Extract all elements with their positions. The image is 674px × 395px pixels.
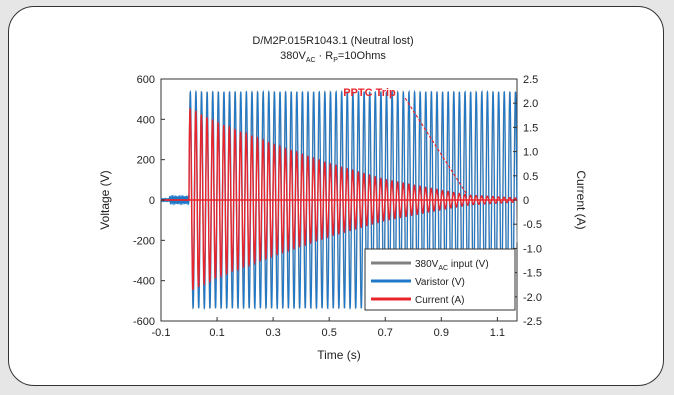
y-left-tick-label: -600 (133, 316, 155, 328)
legend-label-current: Current (A) (415, 295, 464, 306)
title-resistance-value: =10Ohms (338, 50, 386, 62)
x-tick-label: 0.3 (265, 327, 280, 339)
x-axis-label: Time (s) (317, 348, 361, 362)
y-axis-left-label: Voltage (V) (98, 170, 112, 229)
x-tick-label: 1.1 (490, 327, 505, 339)
y-left-tick-label: 400 (137, 114, 155, 126)
x-tick-label: 0.5 (322, 327, 337, 339)
y-left-tick-label: 600 (137, 74, 155, 86)
chart-title-line-2: 380VAC · RP=10Ohms (280, 50, 386, 64)
pptc-trip-annotation: PPTC Trip (343, 87, 396, 99)
legend-label-varistor: Varistor (V) (415, 277, 465, 288)
legend-input-subscript: AC (438, 265, 448, 272)
y-left-tick-label: 0 (149, 195, 155, 207)
chart-title-line-1: D/M2P.015R1043.1 (Neutral lost) (252, 35, 413, 47)
y-right-tick-label: -1.5 (523, 268, 542, 280)
legend-label-input: 380VAC input (V) (415, 259, 489, 272)
y-right-tick-label: 0 (523, 195, 529, 207)
y-right-tick-label: -0.5 (523, 219, 542, 231)
pptc-trip-pointer (404, 97, 468, 195)
x-tick-label: -0.1 (152, 327, 171, 339)
chart-card: D/M2P.015R1043.1 (Neutral lost) 380VAC · … (8, 6, 664, 386)
legend-input-name: 380V (415, 259, 439, 270)
y-right-tick-label: -1.0 (523, 243, 542, 255)
annotation-layer: PPTC Trip (343, 87, 468, 195)
y-left-tick-label: -200 (133, 235, 155, 247)
title-voltage-subscript: AC (306, 57, 316, 64)
y-right-tick-label: -2.0 (523, 292, 542, 304)
y-right-tick-label: 2.5 (523, 74, 538, 86)
y-right-tick-label: 1.5 (523, 122, 538, 134)
title-voltage: 380V (280, 50, 306, 62)
y-left-tick-label: -400 (133, 276, 155, 288)
legend: 380VAC input (V) Varistor (V) Current (A… (364, 248, 516, 311)
title-resistance: · R (319, 50, 334, 62)
series-current-line (161, 108, 518, 291)
x-tick-label: 0.9 (434, 327, 449, 339)
y-left-tick-label: 200 (137, 155, 155, 167)
x-tick-label: 0.1 (209, 327, 224, 339)
y-axis-right-label: Current (A) (574, 170, 588, 229)
y-right-tick-label: 2.0 (523, 98, 538, 110)
chart: D/M2P.015R1043.1 (Neutral lost) 380VAC · … (98, 35, 588, 362)
title-resistance-subscript: P (333, 57, 338, 64)
y-right-tick-label: -2.5 (523, 316, 542, 328)
ticks-layer: -0.1 0.1 0.3 0.5 0.7 0.9 1.1 600 400 200 0 -200 -400… (133, 74, 542, 339)
y-right-tick-label: 1.0 (523, 147, 538, 159)
x-tick-label: 0.7 (378, 327, 393, 339)
y-right-tick-label: 0.5 (523, 171, 538, 183)
legend-input-rest: input (V) (448, 259, 489, 270)
